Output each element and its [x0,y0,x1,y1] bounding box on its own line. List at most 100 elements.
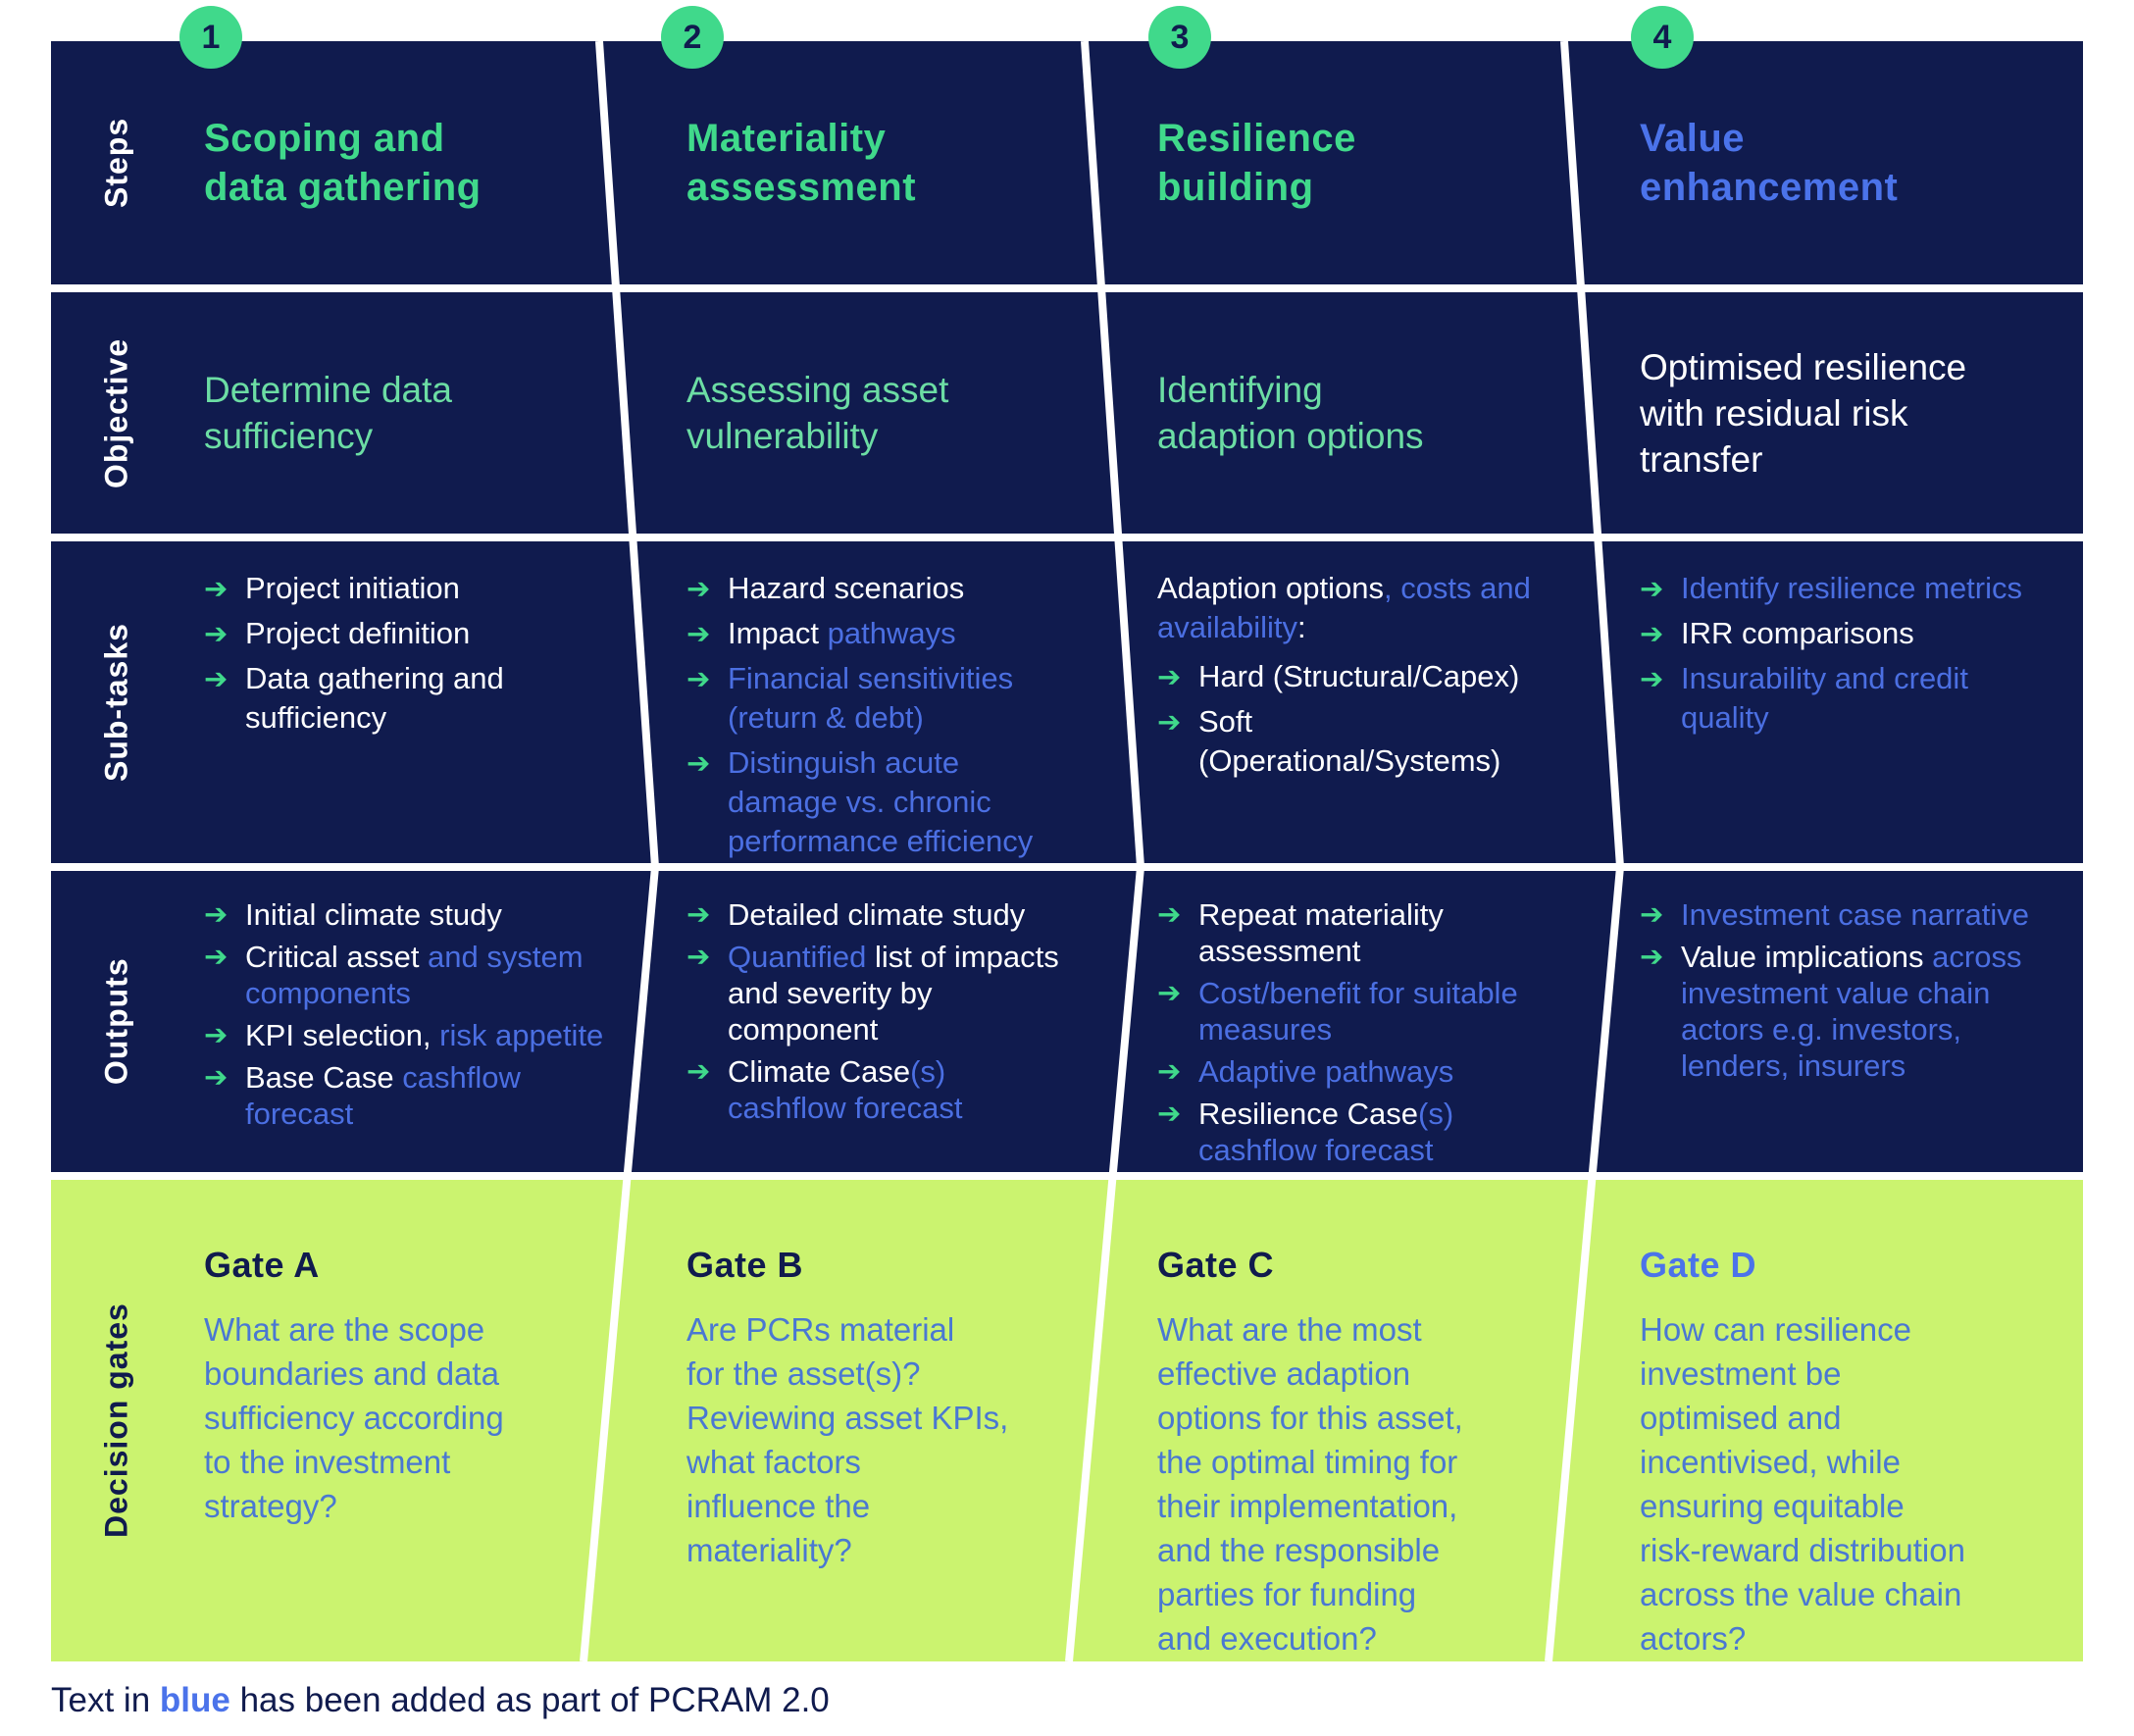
list-item: ➔ IRR comparisons [1640,614,2032,653]
text-segment: , costs and availability [1157,571,1531,644]
list-item: ➔ Impact pathways [686,614,1059,653]
arrow-icon: ➔ [204,617,229,650]
text-segment: Project initiation [245,571,460,605]
column-3-outputs: ➔ Repeat materiality assessment ➔ Cost/bene… [1157,871,1550,1172]
text-segment: Initial climate study [245,897,502,932]
text-segment: : [1297,610,1306,644]
list-item: ➔ Hazard scenarios [686,569,1059,608]
gate-a-cell: Gate A What are the scope boundaries and… [204,1180,616,1661]
list-item: ➔ Base Case cashflow forecast [204,1059,616,1132]
list-item: ➔ Project definition [204,614,616,653]
text-segment: Adaptive pathways [1198,1054,1454,1089]
text-segment: Project definition [245,616,471,650]
gate-a-question: What are the scope boundaries and data s… [204,1311,504,1524]
arrow-icon: ➔ [686,617,711,650]
list-item: ➔ KPI selection, risk appetite [204,1017,616,1053]
arrow-icon: ➔ [686,662,711,695]
footnote-highlight: blue [159,1681,230,1719]
list-item: Adaption options, costs and availability… [1157,569,1550,647]
arrow-icon: ➔ [1640,572,1664,605]
arrow-icon: ➔ [1640,897,1664,931]
column-4-subtasks: ➔ Identify resilience metrics ➔ IRR compari… [1640,541,2032,863]
column-3-objective: Identifying adaption options [1157,370,1424,456]
arrow-icon: ➔ [686,572,711,605]
arrow-icon: ➔ [686,940,711,973]
text-segment: Distinguish acute damage vs. chronic per… [728,745,1034,858]
arrow-icon: ➔ [204,1060,229,1094]
text-segment: pathways [827,616,956,650]
list-item: ➔ Hard (Structural/Capex) [1157,657,1550,696]
text-segment: Hard (Structural/Capex) [1198,659,1520,693]
text-segment: Impact [728,616,828,650]
list-item: ➔ Distinguish acute damage vs. chronic pe… [686,743,1059,861]
column-3-objective-cell: Identifying adaption options [1157,292,1550,534]
column-2-subtasks: ➔ Hazard scenarios ➔ Impact pathways ➔ Financ… [686,541,1059,863]
arrow-icon: ➔ [204,572,229,605]
gate-b-title: Gate B [686,1245,804,1285]
text-segment: Identify resilience metrics [1681,571,2023,605]
column-2-objective: Assessing asset vulnerability [686,370,949,456]
text-segment: Repeat materiality assessment [1198,897,1444,968]
text-segment: Resilience Case [1198,1097,1418,1131]
arrow-icon: ➔ [686,1054,711,1088]
row-label-subtasks: Sub-tasks [98,623,134,782]
step-number-badge-3: 3 [1148,6,1211,69]
text-segment: cashflow forecast [245,1060,521,1131]
text-segment: Quantified [728,940,867,974]
gate-c-cell: Gate C What are the most effective adapt… [1157,1180,1550,1661]
column-2-objective-cell: Assessing asset vulnerability [686,292,1059,534]
column-4-title: Value enhancement [1640,117,1899,209]
column-2-title-cell: Materiality assessment [686,41,1059,284]
row-label-outputs: Outputs [98,957,134,1086]
row-divider [51,534,2083,541]
list-item: ➔ Identify resilience metrics [1640,569,2032,608]
arrow-icon: ➔ [1157,705,1182,739]
footnote: Text in blue has been added as part of P… [51,1681,830,1720]
text-segment: Soft (Operational/Systems) [1198,704,1501,778]
column-3-title-cell: Resilience building [1157,41,1550,284]
text-segment: Climate Case [728,1054,911,1089]
list-item: ➔ Data gathering and sufficiency [204,659,616,738]
column-4-objective: Optimised resilience with residual risk … [1640,346,1967,480]
list-item: ➔ Project initiation [204,569,616,608]
list-item: ➔ Resilience Case(s) cashflow forecast [1157,1096,1550,1168]
text-segment: Insurability and credit quality [1681,661,1968,735]
text-segment: (s) cashflow forecast [728,1054,963,1125]
list-item: ➔ Cost/benefit for suitable measures [1157,975,1550,1047]
arrow-icon: ➔ [1640,617,1664,650]
arrow-icon: ➔ [204,1018,229,1051]
text-segment: list of impacts and severity by componen… [728,940,1059,1047]
arrow-icon: ➔ [1640,940,1664,973]
list-item: ➔ Value implications across investment va… [1640,939,2032,1084]
row-label-steps: Steps [98,117,134,209]
list-item: ➔ Soft (Operational/Systems) [1157,702,1550,781]
gate-c-question: What are the most effective adaption opt… [1157,1311,1463,1657]
list-item: ➔ Initial climate study [204,896,616,933]
step-number-badge-1: 1 [179,6,242,69]
arrow-icon: ➔ [1157,976,1182,1009]
column-1-title: Scoping and data gathering [204,117,482,209]
column-3-title: Resilience building [1157,117,1356,209]
list-item: ➔ Financial sensitivities (return & debt) [686,659,1059,738]
text-segment: (s) cashflow forecast [1198,1097,1454,1167]
footnote-prefix: Text in [51,1681,160,1719]
column-2-title: Materiality assessment [686,117,917,209]
column-4-objective-cell: Optimised resilience with residual risk … [1640,292,2071,534]
row-divider [51,1172,2083,1180]
arrow-icon: ➔ [1640,662,1664,695]
list-item: ➔ Climate Case(s) cashflow forecast [686,1053,1059,1126]
text-segment: Value implications [1681,940,1933,974]
gate-c-title: Gate C [1157,1245,1275,1285]
step-number-badge-4: 4 [1631,6,1694,69]
list-item: ➔ Adaptive pathways [1157,1053,1550,1090]
arrow-icon: ➔ [204,940,229,973]
gate-b-question: Are PCRs material for the asset(s)? Revi… [686,1311,1009,1568]
row-divider [51,863,2083,871]
text-segment: Hazard scenarios [728,571,965,605]
list-item: ➔ Repeat materiality assessment [1157,896,1550,969]
text-segment: KPI selection, [245,1018,440,1052]
list-item: ➔ Detailed climate study [686,896,1059,933]
arrow-icon: ➔ [1157,1097,1182,1130]
text-segment: Data gathering and sufficiency [245,661,504,735]
